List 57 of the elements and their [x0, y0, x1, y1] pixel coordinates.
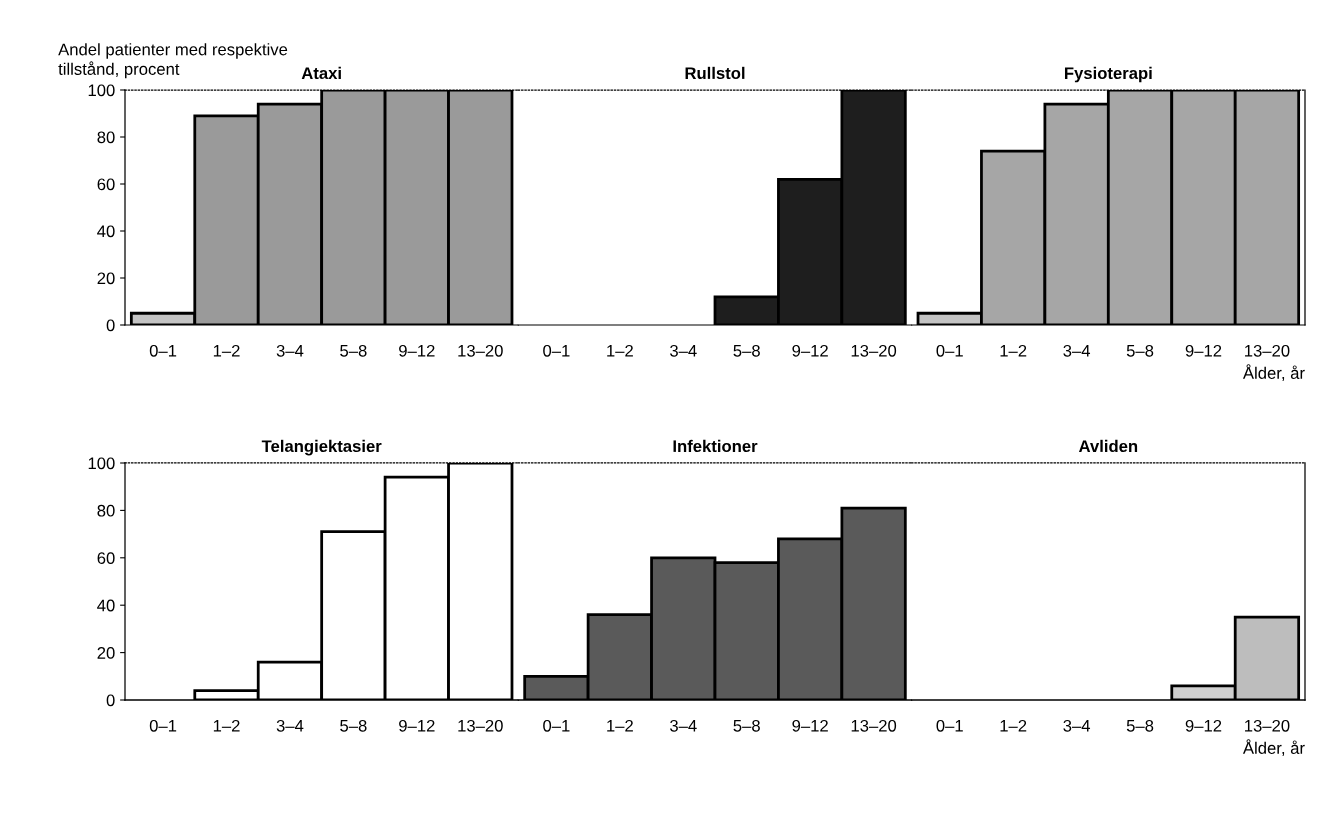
x-tick-label: 1–2 — [1000, 344, 1027, 357]
chart-title: Rullstol — [685, 66, 745, 80]
y-tick-label: 80 — [97, 131, 115, 144]
x-tick-label: 3–4 — [670, 719, 697, 732]
y-tick-label: 100 — [88, 457, 115, 470]
x-tick-label: 1–2 — [607, 344, 633, 357]
x-axis-title: Ålder, år — [1242, 739, 1305, 756]
y-tick-label: 40 — [97, 599, 115, 612]
y-tick-label: 100 — [88, 84, 115, 97]
x-tick-label: 13–20 — [1245, 344, 1290, 357]
chart-title: Avliden — [1078, 439, 1138, 453]
y-tick-label: 80 — [97, 504, 115, 517]
chart-title: Ataxi — [301, 66, 341, 80]
x-tick-label: 3–4 — [1063, 344, 1091, 357]
x-tick-label: 5–8 — [340, 719, 367, 732]
x-tick-label: 5–8 — [1126, 344, 1154, 357]
chart-title: Telangiektasier — [261, 439, 382, 456]
x-tick-label: 0–1 — [936, 719, 963, 732]
x-tick-label: 0–1 — [936, 344, 963, 357]
x-tick-label: 3–4 — [1063, 719, 1091, 732]
x-tick-label: 9–12 — [1185, 719, 1222, 732]
x-tick-label: 0–1 — [149, 719, 177, 732]
x-tick-label: 3–4 — [276, 344, 304, 357]
y-tick-label: 20 — [97, 647, 115, 659]
x-tick-label: 13–20 — [851, 344, 897, 357]
x-tick-label: 9–12 — [399, 719, 435, 732]
x-tick-label: 5–8 — [733, 719, 760, 732]
x-tick-label: 5–8 — [733, 344, 760, 357]
x-tick-label: 0–1 — [543, 719, 570, 732]
y-tick-label: 0 — [106, 319, 115, 332]
x-tick-label: 9–12 — [792, 344, 828, 357]
x-tick-label: 1–2 — [607, 719, 633, 732]
x-tick-label: 13–20 — [1245, 719, 1290, 732]
x-tick-label: 9–12 — [1185, 344, 1222, 357]
x-tick-label: 13–20 — [458, 344, 503, 357]
x-tick-label: 1–2 — [213, 719, 240, 732]
y-tick-label: 0 — [106, 694, 115, 707]
x-tick-label: 13–20 — [851, 719, 897, 732]
x-tick-label: 5–8 — [340, 344, 367, 357]
x-axis-title: Ålder, år — [1242, 364, 1305, 381]
y-tick-label: 60 — [97, 178, 115, 191]
x-tick-label: 9–12 — [399, 344, 435, 357]
y-axis-title: Andel patienter med respektive tillstånd, procent — [58, 43, 288, 79]
x-tick-label: 9–12 — [792, 719, 828, 732]
y-tick-label: 20 — [97, 272, 115, 285]
y-tick-label: 60 — [97, 552, 115, 564]
x-tick-label: 3–4 — [276, 719, 304, 732]
x-tick-label: 0–1 — [149, 344, 177, 357]
x-tick-label: 0–1 — [543, 344, 570, 357]
x-tick-label: 3–4 — [670, 344, 697, 357]
chart-title: Fysioterapi — [1064, 66, 1152, 83]
x-tick-label: 13–20 — [458, 719, 503, 732]
x-tick-label: 5–8 — [1126, 719, 1154, 732]
x-tick-label: 1–2 — [213, 344, 240, 357]
y-tick-label: 40 — [97, 225, 115, 238]
chart-title: Infektioner — [673, 439, 758, 453]
x-tick-label: 1–2 — [1000, 719, 1027, 732]
